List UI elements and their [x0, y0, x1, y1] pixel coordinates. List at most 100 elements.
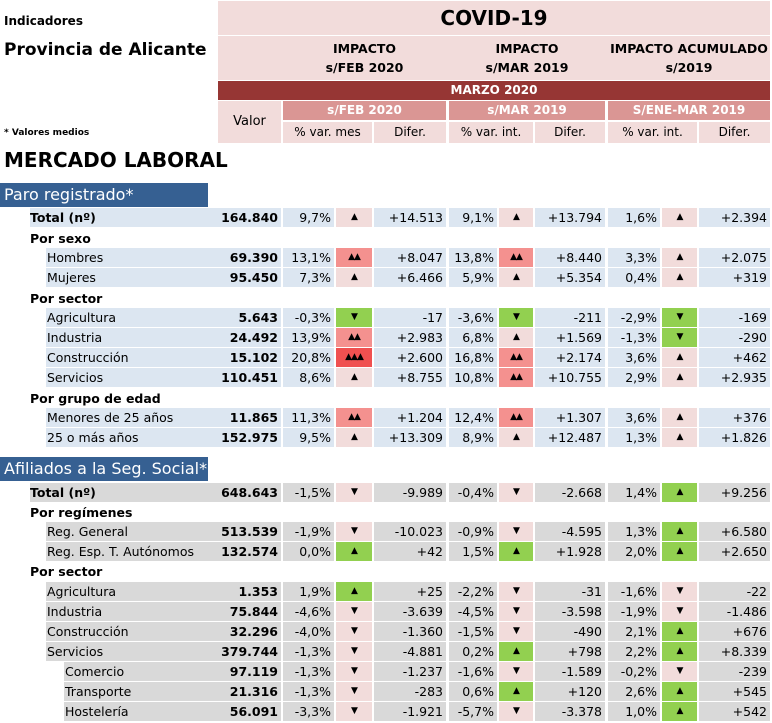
- valor-cell: 21.316: [218, 682, 281, 701]
- var-mar-cell: 6,8%: [449, 328, 497, 347]
- var-feb-cell: 8,6%: [283, 368, 334, 387]
- var-mar-cell: 0,2%: [449, 642, 497, 661]
- table-row: Mujeres 95.450 7,3% ▲ +6.466 5,9% ▲ +5.354 0,4% ▲…: [0, 268, 772, 288]
- trend-arrow-icon: ▲▲: [499, 348, 533, 367]
- difer-mar-cell: +120: [535, 682, 605, 701]
- difer-acum-cell: +319: [699, 268, 770, 287]
- table-row: Reg. Esp. T. Autónomos 132.574 0,0% ▲ +42 1,5…: [0, 542, 772, 562]
- trend-arrow-icon: ▼: [499, 582, 533, 601]
- trend-arrow-icon: ▲: [336, 268, 372, 287]
- table-row: Hombres 69.390 13,1% ▲▲ +8.047 13,8% ▲▲ +8.440 3…: [0, 248, 772, 268]
- trend-arrow-icon: ▲: [662, 268, 697, 287]
- difer-mar-cell: +12.487: [535, 428, 605, 447]
- trend-arrow-icon: ▼: [662, 662, 697, 681]
- trend-arrow-icon: ▼: [336, 642, 372, 661]
- valor-cell: 97.119: [218, 662, 281, 681]
- table-row: Construcción 15.102 20,8% ▲▲▲ +2.600 16,8% ▲▲ +…: [0, 348, 772, 368]
- var-acum-cell: 1,4%: [608, 483, 660, 502]
- difer-mar-cell: -31: [535, 582, 605, 601]
- group-label-row: Por sector: [0, 289, 772, 309]
- difer-feb-cell: +1.204: [374, 408, 446, 427]
- trend-arrow-icon: ▲: [662, 702, 697, 721]
- difer-feb-cell: +14.513: [374, 208, 446, 227]
- table-row: Comercio 97.119 -1,3% ▼ -1.237 -1,6% ▼ -1.589 -0…: [0, 662, 772, 682]
- valor-cell: 69.390: [218, 248, 281, 267]
- row-label: Total (nº): [30, 208, 276, 227]
- var-acum-cell: -2,9%: [608, 308, 660, 327]
- difer-mar-cell: +798: [535, 642, 605, 661]
- var-acum-cell: 1,0%: [608, 702, 660, 721]
- col-header-difer-2: Difer.: [535, 122, 605, 143]
- difer-mar-cell: +8.440: [535, 248, 605, 267]
- difer-acum-cell: +462: [699, 348, 770, 367]
- difer-feb-cell: -283: [374, 682, 446, 701]
- trend-arrow-icon: ▲: [662, 642, 697, 661]
- var-acum-cell: 1,3%: [608, 428, 660, 447]
- difer-acum-cell: +2.394: [699, 208, 770, 227]
- difer-mar-cell: +10.755: [535, 368, 605, 387]
- difer-mar-cell: +2.174: [535, 348, 605, 367]
- difer-acum-cell: -1.486: [699, 602, 770, 621]
- difer-mar-cell: +1.307: [535, 408, 605, 427]
- valor-cell: 513.539: [218, 522, 281, 541]
- table-row: Agricultura 5.643 -0,3% ▼ -17 -3,6% ▼ -211 -2,9%…: [0, 308, 772, 328]
- table-row: Menores de 25 años 11.865 11,3% ▲▲ +1.204 12,…: [0, 408, 772, 428]
- valor-cell: 152.975: [218, 428, 281, 447]
- difer-feb-cell: -1.237: [374, 662, 446, 681]
- valor-cell: 648.643: [218, 483, 281, 502]
- var-mar-cell: 1,5%: [449, 542, 497, 561]
- difer-mar-cell: -490: [535, 622, 605, 641]
- difer-acum-cell: +542: [699, 702, 770, 721]
- trend-arrow-icon: ▲▲▲: [336, 348, 372, 367]
- trend-arrow-icon: ▲: [499, 542, 533, 561]
- var-acum-cell: 2,2%: [608, 642, 660, 661]
- trend-arrow-icon: ▲: [662, 483, 697, 502]
- table-row: Total (nº) 164.840 9,7% ▲ +14.513 9,1% ▲ +13.79…: [0, 208, 772, 228]
- trend-arrow-icon: ▲: [662, 428, 697, 447]
- valor-cell: 164.840: [218, 208, 281, 227]
- section-paro-registrado: Paro registrado*: [0, 183, 208, 207]
- var-mar-cell: -1,5%: [449, 622, 497, 641]
- difer-acum-cell: +8.339: [699, 642, 770, 661]
- var-feb-cell: 20,8%: [283, 348, 334, 367]
- var-acum-cell: -1,3%: [608, 328, 660, 347]
- valor-cell: 11.865: [218, 408, 281, 427]
- var-acum-cell: 3,6%: [608, 408, 660, 427]
- difer-mar-cell: +1.928: [535, 542, 605, 561]
- valor-cell: 15.102: [218, 348, 281, 367]
- difer-feb-cell: -1.921: [374, 702, 446, 721]
- table-row: Total (nº) 648.643 -1,5% ▼ -9.989 -0,4% ▼ -2.66…: [0, 483, 772, 503]
- var-mar-cell: -2,2%: [449, 582, 497, 601]
- var-mar-cell: -0,4%: [449, 483, 497, 502]
- var-feb-cell: 13,9%: [283, 328, 334, 347]
- group-label-row: Por sector: [0, 562, 772, 582]
- month-header: MARZO 2020: [218, 81, 770, 100]
- valor-cell: 32.296: [218, 622, 281, 641]
- trend-arrow-icon: ▲: [662, 248, 697, 267]
- difer-mar-cell: +5.354: [535, 268, 605, 287]
- group-header-feb: s/FEB 2020: [283, 101, 446, 120]
- trend-arrow-icon: ▲: [336, 368, 372, 387]
- var-mar-cell: 16,8%: [449, 348, 497, 367]
- difer-acum-cell: +376: [699, 408, 770, 427]
- difer-feb-cell: -17: [374, 308, 446, 327]
- trend-arrow-icon: ▲: [662, 522, 697, 541]
- difer-mar-cell: -211: [535, 308, 605, 327]
- var-mar-cell: 13,8%: [449, 248, 497, 267]
- difer-mar-cell: -1.589: [535, 662, 605, 681]
- impacto-feb-header: IMPACTO s/FEB 2020: [325, 41, 404, 75]
- group-label: Por regímenes: [30, 505, 133, 520]
- trend-arrow-icon: ▲: [499, 328, 533, 347]
- covid-title: COVID-19: [218, 1, 770, 35]
- trend-arrow-icon: ▲: [499, 268, 533, 287]
- valor-header: Valor: [218, 101, 281, 143]
- var-acum-cell: 1,3%: [608, 522, 660, 541]
- difer-mar-cell: -4.595: [535, 522, 605, 541]
- table-row: Industria 24.492 13,9% ▲▲ +2.983 6,8% ▲ +1.569-…: [0, 328, 772, 348]
- table-row: Construcción 32.296 -4,0% ▼ -1.360 -1,5% ▼ -490…: [0, 622, 772, 642]
- valor-cell: 95.450: [218, 268, 281, 287]
- difer-acum-cell: +2.650: [699, 542, 770, 561]
- trend-arrow-icon: ▲: [336, 542, 372, 561]
- difer-acum-cell: +2.935: [699, 368, 770, 387]
- difer-acum-cell: -22: [699, 582, 770, 601]
